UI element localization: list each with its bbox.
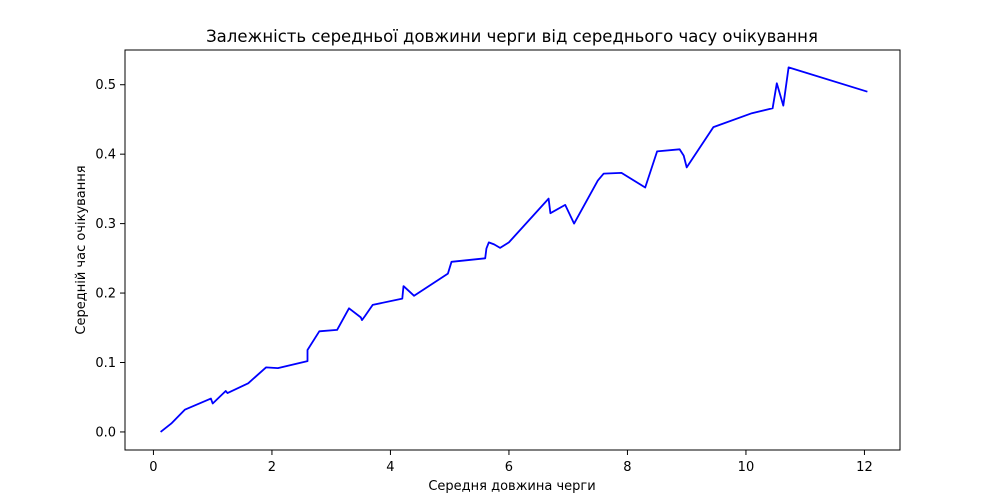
series-line	[160, 66, 868, 433]
y-tick-label: 0.0	[95, 425, 116, 440]
x-tick-label: 2	[268, 460, 276, 475]
y-tick-label: 0.1	[95, 356, 116, 371]
x-tick-label: 6	[505, 460, 513, 475]
x-axis: 0 2 4 6 8 10 12	[149, 450, 873, 475]
x-tick-label: 10	[738, 460, 755, 475]
chart-title: Залежність середньої довжини черги від с…	[206, 27, 818, 46]
axes-frame	[124, 49, 901, 451]
plot-area	[124, 49, 901, 451]
x-tick-label: 8	[623, 460, 631, 475]
y-tick-label: 0.5	[95, 78, 116, 93]
x-tick-label: 4	[386, 460, 394, 475]
y-tick-label: 0.4	[95, 148, 116, 163]
series-layer	[160, 66, 868, 433]
y-axis: 0.0 0.1 0.2 0.3 0.4 0.5	[95, 78, 125, 440]
x-axis-label: Середня довжина черги	[428, 479, 595, 494]
y-tick-label: 0.2	[95, 287, 116, 302]
y-tick-label: 0.3	[95, 217, 116, 232]
y-axis-label: Середній час очікування	[74, 165, 89, 334]
x-tick-label: 0	[149, 460, 157, 475]
x-tick-label: 12	[856, 460, 873, 475]
